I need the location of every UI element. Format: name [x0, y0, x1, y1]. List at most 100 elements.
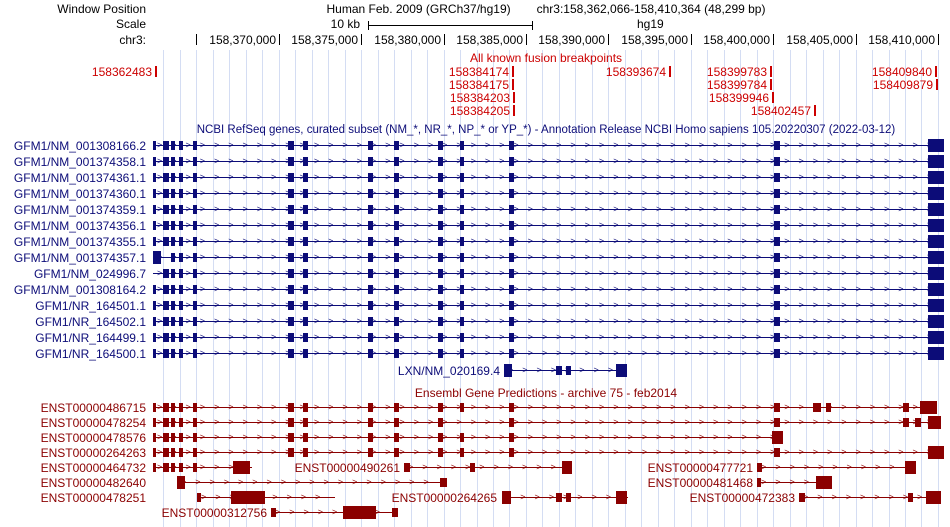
- exon-block[interactable]: [288, 141, 294, 150]
- exon-block[interactable]: [368, 189, 373, 198]
- gene-label[interactable]: GFM1/NR_164501.1: [35, 299, 146, 313]
- exon-block[interactable]: [394, 221, 399, 230]
- exon-block[interactable]: [438, 433, 443, 442]
- exon-block[interactable]: [288, 221, 294, 230]
- gene-intron-line[interactable]: [153, 422, 941, 423]
- exon-block[interactable]: [171, 285, 175, 294]
- gene-intron-line[interactable]: [177, 482, 447, 483]
- exon-block[interactable]: [509, 157, 514, 166]
- ensembl-track-title[interactable]: Ensembl Gene Predictions - archive 75 - …: [414, 386, 678, 400]
- gene-label[interactable]: ENST00000482640: [40, 476, 146, 490]
- exon-block[interactable]: [303, 253, 308, 262]
- exon-block[interactable]: [460, 333, 464, 342]
- breakpoint-label[interactable]: 158409840: [871, 65, 932, 79]
- exon-block[interactable]: [171, 418, 175, 427]
- exon-block[interactable]: [179, 301, 183, 310]
- exon-block[interactable]: [171, 301, 175, 310]
- exon-block[interactable]: [616, 364, 627, 377]
- exon-block[interactable]: [394, 173, 399, 182]
- exon-block[interactable]: [163, 403, 169, 412]
- exon-block[interactable]: [509, 189, 514, 198]
- exon-block[interactable]: [193, 141, 197, 150]
- breakpoint-label[interactable]: 158384175: [448, 78, 509, 92]
- exon-block[interactable]: [193, 317, 197, 326]
- exon-block[interactable]: [231, 491, 265, 504]
- exon-block[interactable]: [928, 267, 944, 280]
- exon-block[interactable]: [774, 269, 780, 278]
- gene-label[interactable]: LXN/NM_020169.4: [397, 364, 500, 378]
- exon-block[interactable]: [438, 448, 443, 457]
- exon-block[interactable]: [774, 301, 780, 310]
- exon-block[interactable]: [394, 237, 399, 246]
- exon-block[interactable]: [566, 366, 571, 375]
- exon-block[interactable]: [193, 448, 197, 457]
- exon-block[interactable]: [171, 221, 175, 230]
- exon-block[interactable]: [509, 349, 514, 358]
- exon-block[interactable]: [816, 476, 832, 489]
- exon-block[interactable]: [163, 157, 169, 166]
- exon-block[interactable]: [171, 333, 175, 342]
- exon-block[interactable]: [303, 317, 308, 326]
- exon-block[interactable]: [288, 403, 294, 412]
- gene-label[interactable]: GFM1/NR_164500.1: [35, 347, 146, 361]
- exon-block[interactable]: [438, 221, 443, 230]
- gene-intron-line[interactable]: [271, 512, 398, 513]
- exon-block[interactable]: [179, 448, 183, 457]
- exon-block[interactable]: [757, 463, 762, 472]
- exon-block[interactable]: [303, 301, 308, 310]
- exon-block[interactable]: [233, 461, 250, 474]
- exon-block[interactable]: [171, 269, 175, 278]
- exon-block[interactable]: [509, 221, 514, 230]
- exon-block[interactable]: [163, 349, 169, 358]
- exon-block[interactable]: [193, 237, 197, 246]
- exon-block[interactable]: [288, 418, 294, 427]
- gene-intron-line[interactable]: [153, 209, 944, 210]
- exon-block[interactable]: [928, 315, 944, 328]
- exon-block[interactable]: [394, 189, 399, 198]
- exon-block[interactable]: [460, 301, 464, 310]
- exon-block[interactable]: [556, 493, 562, 502]
- breakpoint-tick[interactable]: [770, 66, 772, 77]
- exon-block[interactable]: [799, 493, 805, 502]
- exon-block[interactable]: [193, 433, 197, 442]
- exon-block[interactable]: [288, 237, 294, 246]
- exon-block[interactable]: [368, 418, 373, 427]
- gene-label[interactable]: GFM1/NM_001374357.1: [13, 251, 146, 265]
- gene-label[interactable]: ENST00000312756: [161, 506, 267, 520]
- exon-block[interactable]: [460, 205, 464, 214]
- exon-block[interactable]: [163, 317, 169, 326]
- exon-block[interactable]: [163, 285, 169, 294]
- gene-intron-line[interactable]: [153, 321, 944, 322]
- exon-block[interactable]: [179, 269, 183, 278]
- exon-block[interactable]: [368, 349, 373, 358]
- exon-block[interactable]: [394, 285, 399, 294]
- exon-block[interactable]: [616, 491, 627, 504]
- gene-intron-line[interactable]: [502, 497, 628, 498]
- exon-block[interactable]: [394, 403, 399, 412]
- exon-block[interactable]: [438, 418, 443, 427]
- breakpoint-tick[interactable]: [770, 79, 772, 90]
- breakpoint-tick[interactable]: [513, 92, 515, 103]
- exon-block[interactable]: [288, 349, 294, 358]
- exon-block[interactable]: [368, 237, 373, 246]
- exon-block[interactable]: [288, 269, 294, 278]
- exon-block[interactable]: [171, 189, 175, 198]
- exon-block[interactable]: [928, 219, 944, 232]
- exon-block[interactable]: [179, 253, 183, 262]
- exon-block[interactable]: [509, 317, 514, 326]
- exon-block[interactable]: [928, 347, 944, 360]
- gene-intron-line[interactable]: [153, 241, 944, 242]
- exon-block[interactable]: [193, 253, 197, 262]
- exon-block[interactable]: [774, 349, 780, 358]
- exon-block[interactable]: [163, 418, 169, 427]
- exon-block[interactable]: [288, 301, 294, 310]
- exon-block[interactable]: [171, 205, 175, 214]
- exon-block[interactable]: [153, 237, 156, 246]
- exon-block[interactable]: [303, 433, 308, 442]
- gene-label[interactable]: ENST00000472383: [689, 491, 795, 505]
- gene-intron-line[interactable]: [153, 289, 944, 290]
- exon-block[interactable]: [438, 317, 443, 326]
- exon-block[interactable]: [509, 433, 514, 442]
- exon-block[interactable]: [193, 205, 197, 214]
- exon-block[interactable]: [153, 463, 156, 472]
